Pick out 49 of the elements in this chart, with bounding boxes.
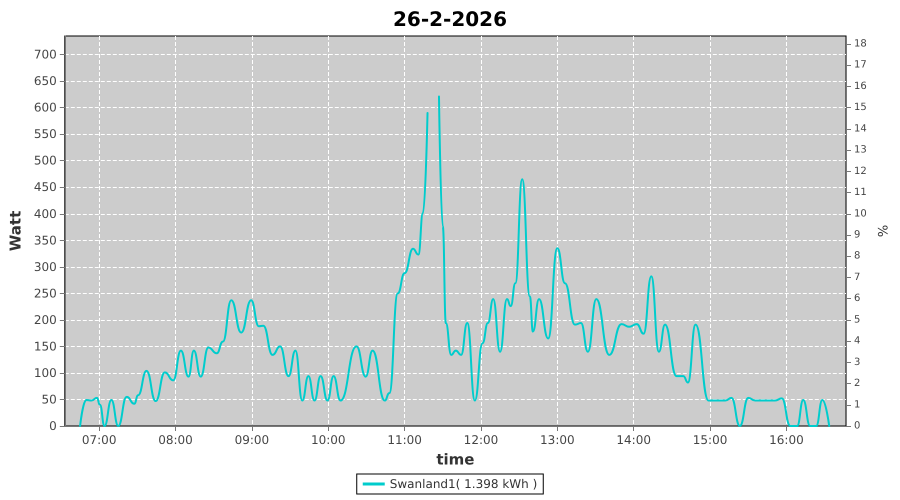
x-tick-label: 10:00 <box>310 433 346 447</box>
x-tick-label: 08:00 <box>158 433 193 447</box>
x-axis-title: time <box>436 450 474 468</box>
y2-tick-label: 17 <box>854 60 867 71</box>
x-tick-label: 07:00 <box>82 433 116 447</box>
x-tick-label: 15:00 <box>692 433 728 447</box>
x-tick-label: 12:00 <box>464 433 498 447</box>
y2-axis-title: % <box>876 224 892 238</box>
y-tick-label: 250 <box>34 286 57 300</box>
y2-tick-label: 8 <box>854 250 860 262</box>
y2-tick-label: 1 <box>854 399 860 410</box>
y-tick-label: 150 <box>34 339 57 354</box>
y2-tick-label: 5 <box>854 314 860 326</box>
y2-tick-label: 4 <box>854 336 860 347</box>
y-axis-title: Watt <box>6 210 24 252</box>
x-tick-label: 14:00 <box>616 433 652 447</box>
x-tick-label: 13:00 <box>540 433 575 447</box>
y-tick-label: 700 <box>34 48 57 62</box>
y2-tick-label: 11 <box>854 187 867 198</box>
x-tick-label: 09:00 <box>234 433 270 447</box>
x-tick-label: 16:00 <box>769 433 804 447</box>
y2-tick-label: 3 <box>854 356 860 368</box>
y-tick-label: 600 <box>34 100 57 115</box>
y2-tick-label: 7 <box>854 272 860 283</box>
y2-tick-label: 18 <box>854 38 867 50</box>
y2-tick-label: 0 <box>854 420 860 432</box>
chart-title: 26-2-2026 <box>392 7 508 31</box>
y2-tick-label: 12 <box>854 166 867 177</box>
y-tick-label: 550 <box>34 127 57 142</box>
y-tick-label: 100 <box>34 366 57 380</box>
x-tick-label: 11:00 <box>387 433 422 447</box>
y-tick-label: 350 <box>34 233 57 248</box>
y-tick-label: 500 <box>34 154 57 168</box>
y-tick-label: 300 <box>34 260 57 274</box>
y2-tick-label: 16 <box>854 80 867 92</box>
y-tick-label: 200 <box>34 312 57 327</box>
y2-tick-label: 13 <box>854 144 867 156</box>
y-tick-label: 400 <box>34 206 57 221</box>
legend-label: Swanland1( 1.398 kWh ) <box>390 477 538 491</box>
y2-tick-label: 10 <box>854 208 867 220</box>
y-tick-label: 50 <box>42 392 57 406</box>
y-tick-label: 0 <box>49 419 57 433</box>
y2-tick-label: 9 <box>854 229 860 240</box>
y2-tick-label: 6 <box>854 293 860 304</box>
y2-tick-label: 15 <box>854 102 867 114</box>
y2-tick-label: 14 <box>854 123 867 134</box>
y2-tick-label: 2 <box>854 378 860 390</box>
y-tick-label: 450 <box>34 180 57 194</box>
y-tick-label: 650 <box>34 74 57 88</box>
